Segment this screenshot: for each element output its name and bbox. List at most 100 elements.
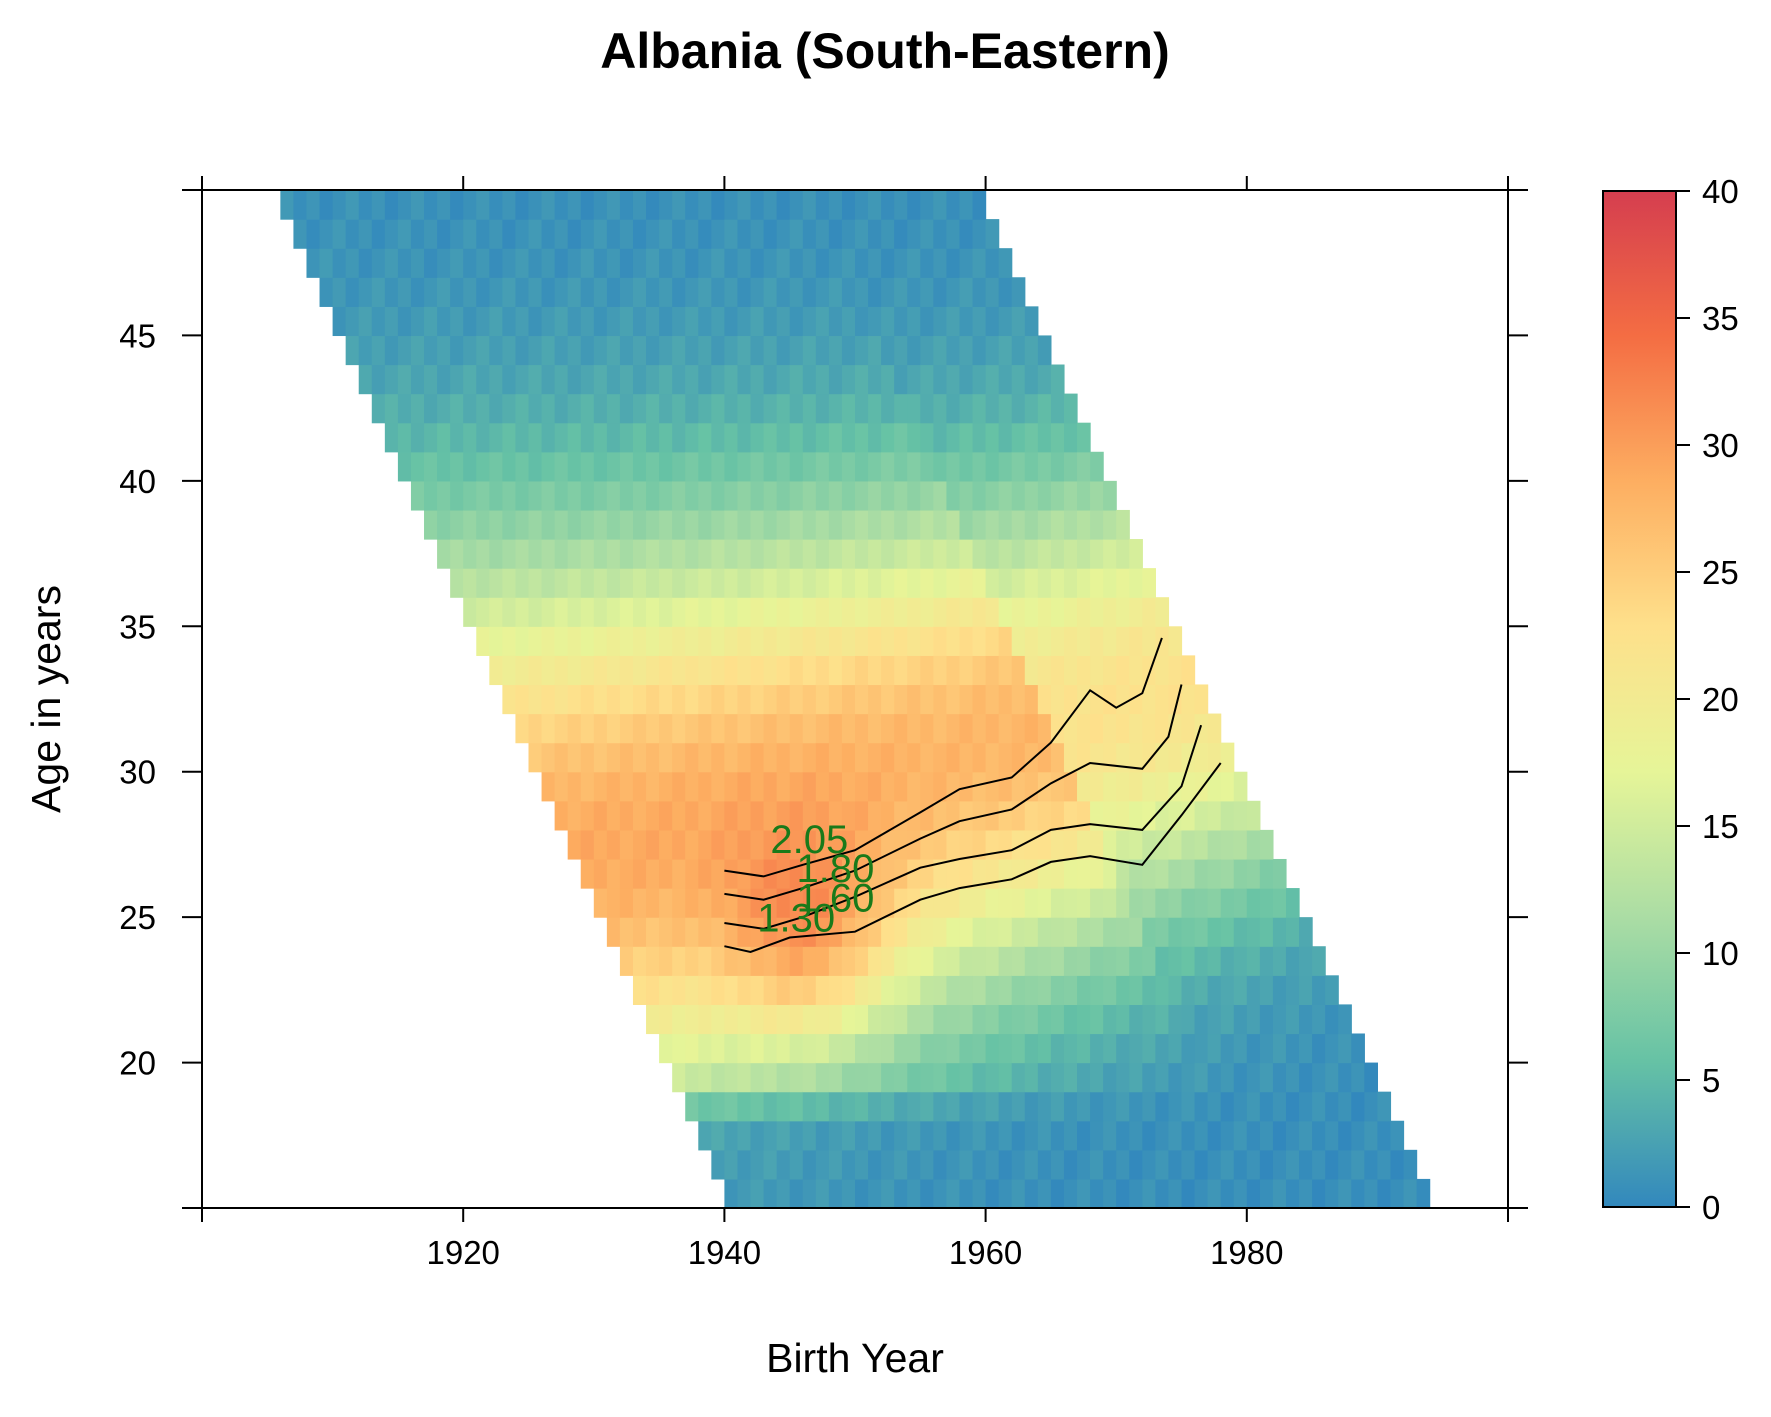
heatmap-cell [750,219,765,249]
heatmap-cell [1011,1062,1026,1093]
heatmap-cell [541,568,556,598]
heatmap-cell [1116,626,1130,656]
heatmap-cell [802,1178,817,1209]
heatmap-cell [489,626,503,656]
heatmap-cell [332,306,347,337]
heatmap-cell [1272,1120,1287,1151]
heatmap-cell [554,190,569,220]
heatmap-cell [881,888,895,918]
heatmap-cell [776,509,791,540]
heatmap-cell [698,364,712,395]
heatmap-cell [711,597,725,627]
heatmap-cell [1207,1120,1222,1151]
heatmap-cell [698,248,712,278]
heatmap-cell [1037,626,1052,656]
heatmap-cell [424,248,438,278]
heatmap-cell [1011,568,1026,598]
heatmap-cell [881,219,895,249]
heatmap-cell [606,364,621,395]
heatmap-cell [698,306,712,337]
heatmap-cell [1103,597,1117,627]
heatmap-cell [802,1062,817,1093]
heatmap-cell [1312,1091,1326,1122]
heatmap-cell [489,248,503,278]
heatmap-cell [828,568,843,598]
heatmap-cell [868,655,882,686]
heatmap-cell [646,655,660,686]
heatmap-cell [437,364,451,395]
heatmap-cell [763,626,778,656]
heatmap-cell [1168,742,1183,773]
heatmap-cell [855,829,869,860]
heatmap-cell [802,888,817,918]
heatmap-cell [828,1091,843,1122]
heatmap-cell [1129,975,1143,1005]
heatmap-cell [463,509,477,540]
heatmap-cell [1351,1120,1365,1151]
heatmap-cell [1129,1149,1143,1180]
heatmap-cell [1246,858,1261,889]
heatmap-cell [1168,1004,1183,1035]
heatmap-cell [1181,1062,1196,1093]
heatmap-cell [1364,1091,1378,1122]
heatmap-cell [1285,1091,1300,1122]
heatmap-cell [1024,422,1039,453]
heatmap-cell [1024,1062,1039,1093]
heatmap-cell [1063,1033,1078,1064]
heatmap-cell [907,771,921,802]
heatmap-cell [763,219,778,249]
heatmap-cell [1077,917,1091,947]
heatmap-cell [841,888,856,918]
heatmap-cell [998,975,1013,1005]
heatmap-cell [1299,1178,1313,1209]
heatmap-cell [606,858,621,889]
heatmap-cell [632,219,647,249]
heatmap-cell [502,655,517,686]
heatmap-cell [606,568,621,598]
colorbar-tick-label: 5 [1702,1062,1720,1099]
heatmap-cell [1037,1091,1052,1122]
heatmap-cell [737,393,752,424]
heatmap-cell [1090,1091,1104,1122]
heatmap-cell [1181,829,1196,860]
heatmap-cell [1142,975,1156,1005]
heatmap-cell [476,626,490,656]
heatmap-cell [815,829,830,860]
heatmap-cell [933,684,948,715]
heatmap-cell [776,858,791,889]
contour-label: 1.80 [796,847,874,891]
heatmap-cell [985,742,1000,773]
heatmap-cell [632,800,647,831]
heatmap-cell [776,655,791,686]
heatmap-cell [724,306,739,337]
heatmap-cell [345,335,360,366]
heatmap-cell [763,1062,778,1093]
heatmap-cell [998,1120,1013,1151]
heatmap-cell [632,771,647,802]
heatmap-cell [437,451,451,482]
heatmap-cell [541,335,556,366]
heatmap-cell [920,277,934,307]
heatmap-cell [593,248,608,278]
heatmap-cell [554,364,569,395]
heatmap-cell [580,684,595,715]
heatmap-cell [815,509,830,540]
heatmap-cell [1024,888,1039,918]
heatmap-cell [528,684,543,715]
heatmap-cell [828,248,843,278]
heatmap-cell [1024,597,1039,627]
heatmap-cell [802,1149,817,1180]
heatmap-cell [567,422,582,453]
heatmap-cell [1077,1062,1091,1093]
heatmap-cell [1338,1062,1352,1093]
heatmap-cell [815,597,830,627]
heatmap-cell [1194,858,1209,889]
heatmap-cell [959,800,974,831]
heatmap-cell [724,480,739,511]
heatmap-cell [632,422,647,453]
heatmap-cell [1259,858,1274,889]
heatmap-cell [711,480,725,511]
heatmap-cell [750,1178,765,1209]
heatmap-cell [802,1120,817,1151]
heatmap-cell [672,393,686,424]
